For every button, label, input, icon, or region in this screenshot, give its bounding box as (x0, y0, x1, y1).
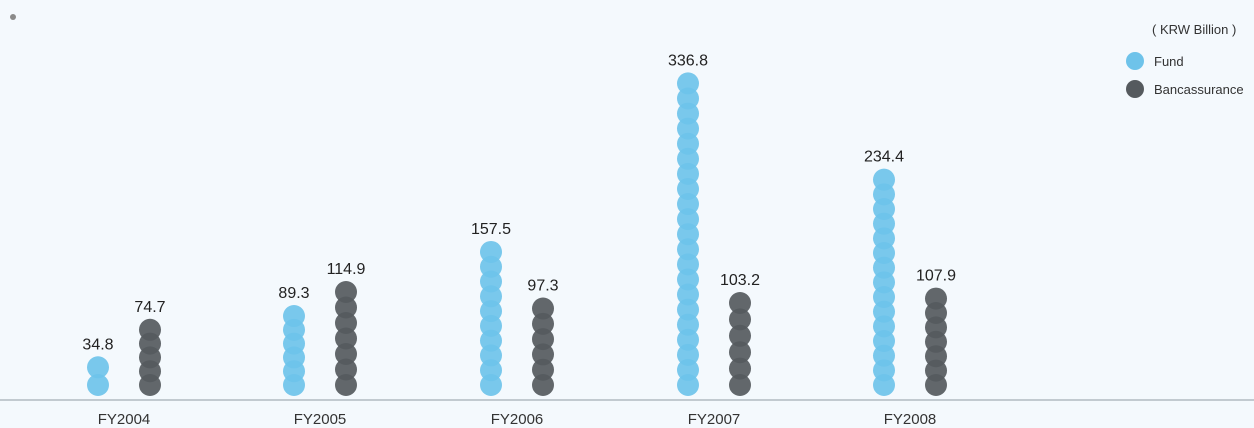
legend-item-bancassurance: Bancassurance (1126, 75, 1244, 103)
bar-bancassurance (532, 297, 554, 396)
data-label-bancassurance: 114.9 (327, 261, 366, 278)
data-label-fund: 157.5 (471, 221, 511, 238)
bar-dot (677, 147, 699, 170)
bar-dot (677, 223, 699, 246)
bar-dot (532, 312, 554, 335)
data-label-bancassurance: 103.2 (720, 272, 760, 289)
corner-dot (10, 14, 16, 20)
bar-dot (677, 87, 699, 110)
bar-dot (677, 328, 699, 351)
x-tick-label: FY2005 (294, 411, 347, 428)
bar-dot (335, 296, 357, 319)
data-label-fund: 336.8 (668, 52, 708, 69)
bar-dot (335, 374, 357, 396)
x-tick-label: FY2006 (491, 411, 544, 428)
bar-dot (335, 311, 357, 334)
bar-dot (335, 280, 357, 303)
bar-dot (532, 374, 554, 396)
bar-fund (677, 72, 699, 396)
legend-swatch-bancassurance (1126, 80, 1144, 98)
x-tick-label: FY2004 (98, 411, 151, 428)
bar-dot (87, 356, 109, 379)
bar-dot (677, 193, 699, 216)
data-label-fund: 89.3 (278, 285, 309, 302)
bar-fund (283, 305, 305, 396)
bar-dot (139, 318, 161, 341)
bar-dot (925, 287, 947, 310)
data-label-fund: 234.4 (864, 149, 904, 166)
bar-dot (532, 297, 554, 320)
bar-dot (729, 291, 751, 314)
bar-dot (729, 357, 751, 380)
bar-dot (677, 298, 699, 321)
bar-fund (87, 356, 109, 396)
legend: ( KRW Billion ) Fund Bancassurance (1126, 22, 1244, 103)
bar-dot (677, 102, 699, 125)
bar-dot (729, 374, 751, 396)
bar-dot (677, 238, 699, 261)
bar-bancassurance (335, 280, 357, 396)
bar-dot (335, 342, 357, 365)
bar-dot (873, 168, 895, 191)
bar-dot (532, 328, 554, 351)
bar-dot (532, 343, 554, 366)
bar-dot (677, 72, 699, 95)
bar-dot (677, 132, 699, 155)
bar-fund (873, 168, 895, 396)
legend-item-fund: Fund (1126, 47, 1244, 75)
bar-dot (335, 327, 357, 350)
bar-dot (335, 358, 357, 381)
bar-dot (677, 343, 699, 366)
data-label-bancassurance: 107.9 (916, 268, 956, 285)
bar-dot (677, 117, 699, 140)
bar-bancassurance (729, 291, 751, 396)
bar-dot (677, 177, 699, 200)
x-tick-label: FY2008 (884, 411, 937, 428)
bar-dot (677, 313, 699, 336)
bar-dot (677, 208, 699, 231)
bar-dot (87, 374, 109, 396)
bar-dot (677, 283, 699, 306)
legend-label-bancassurance: Bancassurance (1154, 81, 1244, 97)
bar-dot (729, 324, 751, 347)
bar-dot (283, 305, 305, 328)
bar-dot (677, 358, 699, 381)
bar-dot (677, 162, 699, 185)
legend-swatch-fund (1126, 52, 1144, 70)
bar-dot (532, 358, 554, 381)
bar-dot (677, 268, 699, 291)
bar-dot (480, 240, 502, 263)
unit-label: ( KRW Billion ) (1152, 22, 1237, 37)
data-label-bancassurance: 97.3 (527, 278, 558, 295)
bar-dot (677, 253, 699, 276)
bar-dot (729, 341, 751, 364)
bar-bancassurance (139, 318, 161, 396)
data-label-fund: 34.8 (82, 336, 113, 353)
bar-bancassurance (925, 287, 947, 396)
bar-fund (480, 240, 502, 396)
legend-label-fund: Fund (1154, 53, 1184, 69)
x-tick-label: FY2007 (688, 411, 741, 428)
bar-dot (677, 374, 699, 396)
bar-dot (729, 308, 751, 331)
data-label-bancassurance: 74.7 (134, 299, 165, 316)
